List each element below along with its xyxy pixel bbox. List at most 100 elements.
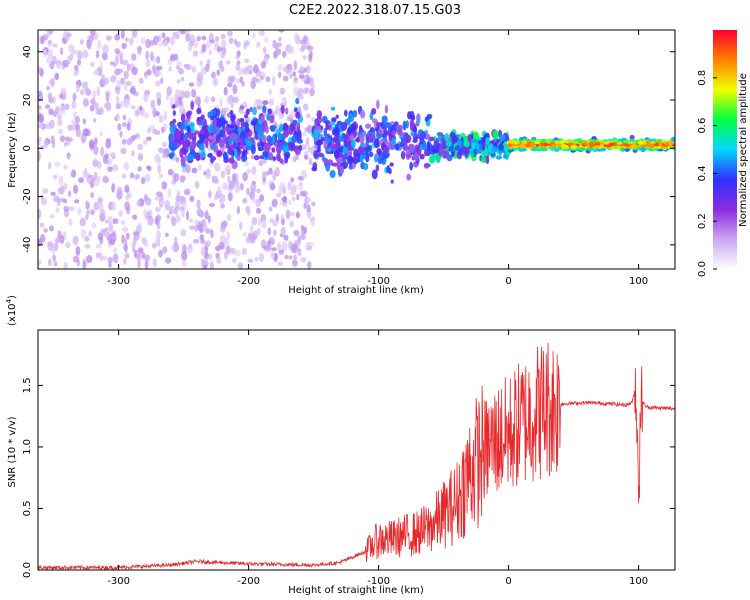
heatmap-cell [78,177,84,184]
heatmap-cell [234,124,238,133]
heatmap-cell [306,65,311,74]
heatmap-cell [154,153,161,163]
heatmap-cell [86,176,92,184]
heatmap-cell [369,151,374,158]
heatmap-cell [313,150,319,158]
heatmap-cell [610,142,616,146]
heatmap-cell [303,79,310,85]
heatmap-cell [250,120,256,126]
heatmap-cell [92,159,99,168]
heatmap-cell [155,80,161,87]
heatmap-cell [162,141,167,147]
heatmap-cell [94,137,98,146]
heatmap-cell [203,118,207,127]
heatmap-cell [143,139,148,145]
heatmap-cell [104,153,109,160]
heatmap-cell [72,235,79,246]
heatmap-cell [309,87,315,97]
heatmap-cell [277,110,282,116]
heatmap-cell [199,60,203,66]
heatmap-cell [292,259,298,267]
heatmap-cell [246,168,252,174]
heatmap-cell [45,104,51,110]
heatmap-cell [297,237,301,246]
heatmap-cell [350,127,355,132]
heatmap-cell [444,149,449,158]
heatmap-cell [296,193,300,201]
heatmap-cell [190,124,195,133]
heatmap-cell [86,39,91,49]
heatmap-cell [661,140,667,144]
heatmap-cell [228,37,234,44]
heatmap-cell [203,171,207,176]
colorbar-tick-label: 0.0 [697,261,708,277]
heatmap-cell [223,237,229,246]
heatmap-cell [282,50,287,59]
heatmap-cell [277,242,282,251]
heatmap-cell [220,33,226,40]
heatmap-cell [242,232,247,237]
colorbar-gradient [713,30,737,269]
heatmap-cell [182,150,187,156]
heatmap-cell [252,106,257,116]
heatmap-cell [129,37,134,46]
heatmap-cell [256,227,261,236]
heatmap-cell [293,229,300,237]
heatmap-cell [391,130,397,136]
heatmap-cell [107,215,113,225]
heatmap-cell [207,215,211,224]
heatmap-cell [266,113,271,121]
heatmap-cell [118,210,123,217]
heatmap-cell [54,72,60,81]
heatmap-cell [47,241,53,246]
heatmap-cell [125,194,130,201]
heatmap-cell [246,187,250,196]
heatmap-cell [616,141,623,145]
heatmap-cell [323,127,328,137]
heatmap-cell [243,122,249,128]
heatmap-cell [126,122,131,131]
heatmap-cell [456,133,461,139]
heatmap-cell [429,154,436,164]
heatmap-cell [211,156,217,161]
heatmap-cell [424,149,428,157]
heatmap-cell [215,117,222,127]
heatmap-cell [436,132,444,137]
heatmap-cell [50,77,55,88]
heatmap-cell [112,253,119,264]
heatmap-cell [180,156,186,166]
heatmap-cell [72,92,77,102]
x-tick-label: 0 [505,576,511,587]
heatmap-cell [268,88,273,96]
heatmap-cell [121,139,127,145]
heatmap-cell [49,225,54,232]
heatmap-cell [158,42,165,47]
heatmap-cell [383,121,389,127]
heatmap-cell [124,37,130,42]
heatmap-cell [114,218,119,224]
heatmap-cell [112,164,119,172]
heatmap-cell [374,153,378,163]
heatmap-cell [307,146,311,153]
heatmap-cell [282,126,288,132]
heatmap-cell [181,250,188,261]
heatmap-cell [236,155,241,161]
heatmap-cell [277,71,282,78]
heatmap-cell [236,142,241,152]
y-tick-label: -20 [22,188,33,204]
heatmap-cell [485,137,490,146]
heatmap-cell [143,93,149,103]
heatmap-cell [384,131,388,138]
heatmap-cell [374,138,380,148]
heatmap-cell [384,139,389,145]
heatmap-cell [295,149,301,156]
heatmap-cell [256,188,261,194]
heatmap-cell [305,242,311,251]
heatmap-cell [158,147,165,154]
heatmap-cell [245,140,252,147]
heatmap-cell [647,138,653,142]
heatmap-cell [387,141,394,150]
heatmap-cell [491,146,498,153]
heatmap-cell [180,229,187,237]
